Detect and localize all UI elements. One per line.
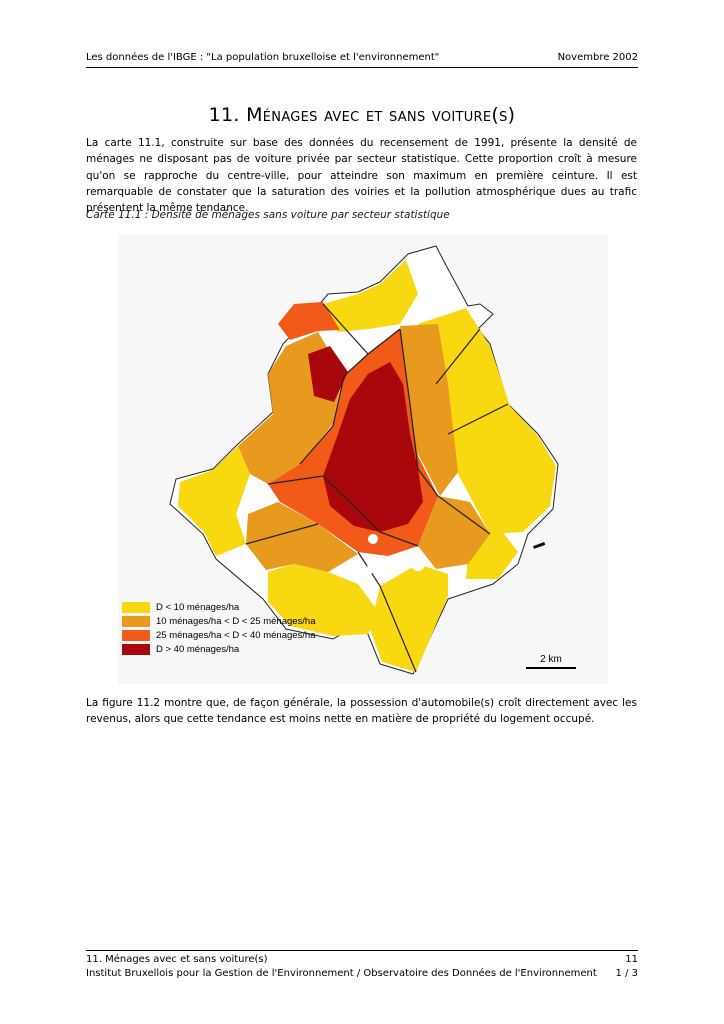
brussels-map-graphic <box>169 245 559 675</box>
header-date: Novembre 2002 <box>557 52 638 63</box>
legend-item: D > 40 ménages/ha <box>122 642 316 656</box>
legend-swatch <box>122 629 150 641</box>
footer-institute: Institut Bruxellois pour la Gestion de l… <box>86 968 597 979</box>
legend-label: D < 10 ménages/ha <box>156 601 240 613</box>
legend-label: 10 ménages/ha < D < 25 ménages/ha <box>156 615 316 627</box>
map-scale: 2 km <box>526 654 576 672</box>
scale-label: 2 km <box>540 654 562 665</box>
map-caption: Carte 11.1 : Densité de ménages sans voi… <box>86 209 450 221</box>
map-legend: D < 10 ménages/ha 10 ménages/ha < D < 25… <box>122 600 316 656</box>
footer-page-number: 11 <box>625 954 638 965</box>
legend-swatch <box>122 615 150 627</box>
legend-swatch <box>122 601 150 613</box>
footer-section: 11. Ménages avec et sans voiture(s) <box>86 954 268 965</box>
section-title: 11. Ménages avec et sans voiture(s) <box>0 104 724 126</box>
legend-item: 10 ménages/ha < D < 25 ménages/ha <box>122 614 316 628</box>
scale-bar <box>526 667 576 672</box>
page-header: Les données de l'IBGE : "La population b… <box>86 52 638 63</box>
header-document-title: Les données de l'IBGE : "La population b… <box>86 52 440 63</box>
outro-paragraph: La figure 11.2 montre que, de façon géné… <box>86 697 637 726</box>
footer-line-2: Institut Bruxellois pour la Gestion de l… <box>86 968 638 979</box>
header-rule <box>86 67 638 68</box>
density-map: D < 10 ménages/ha 10 ménages/ha < D < 25… <box>118 234 608 684</box>
legend-item: 25 ménages/ha < D < 40 ménages/ha <box>122 628 316 642</box>
legend-label: D > 40 ménages/ha <box>156 643 240 655</box>
footer-line-1: 11. Ménages avec et sans voiture(s) 11 <box>86 954 638 965</box>
section-number: 11. <box>208 104 240 126</box>
commune-borders <box>245 303 509 673</box>
footer-page-count: 1 / 3 <box>615 968 638 979</box>
section-title-text: Ménages avec et sans voiture(s) <box>246 104 516 126</box>
legend-item: D < 10 ménages/ha <box>122 600 316 614</box>
legend-swatch <box>122 643 150 655</box>
legend-label: 25 ménages/ha < D < 40 ménages/ha <box>156 629 316 641</box>
intro-paragraph: La carte 11.1, construite sur base des d… <box>86 137 637 215</box>
footer-rule <box>86 950 638 951</box>
